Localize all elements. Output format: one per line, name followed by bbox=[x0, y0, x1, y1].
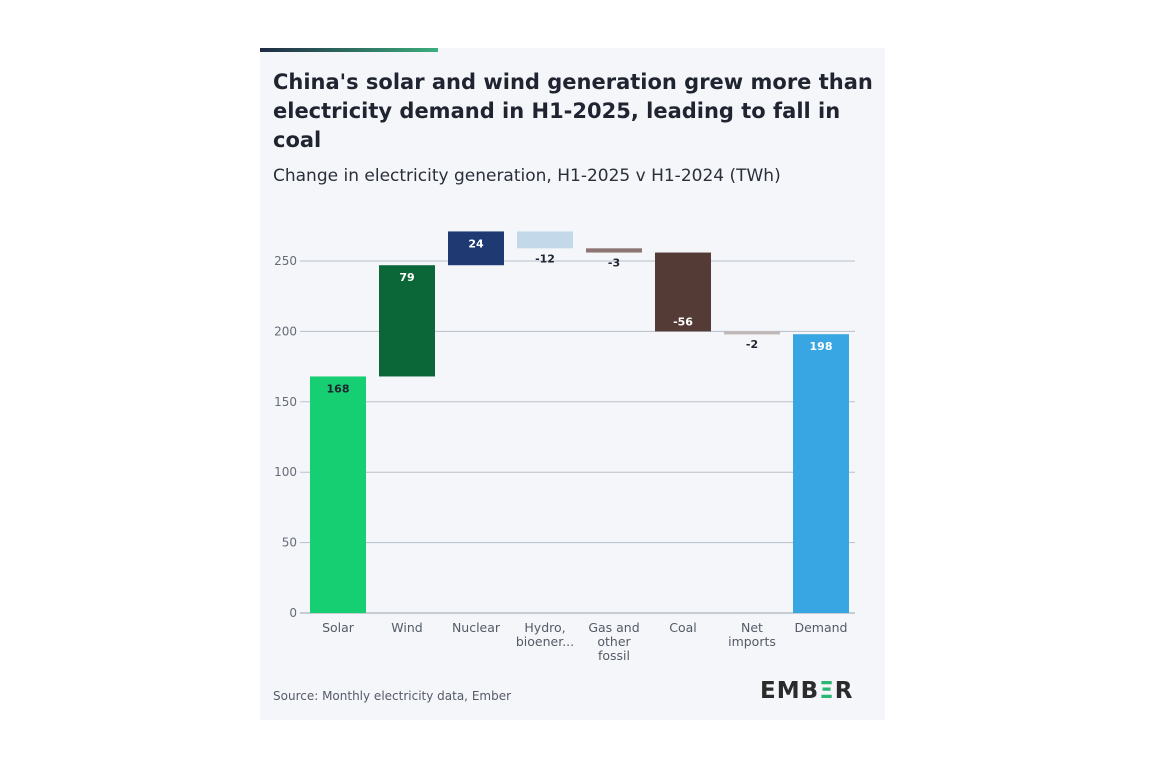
x-tick-label: Hydro, bbox=[524, 620, 565, 635]
y-tick-label: 0 bbox=[289, 606, 297, 620]
bar-gas-and-other-fossil bbox=[586, 248, 642, 253]
y-tick-label: 250 bbox=[274, 254, 297, 268]
y-tick-label: 50 bbox=[282, 536, 297, 550]
bar-solar bbox=[310, 376, 366, 613]
x-tick-label: bioener... bbox=[516, 634, 574, 649]
bar-nuclear bbox=[448, 231, 504, 266]
bar-hydro-bioener- bbox=[517, 231, 573, 249]
y-tick-label: 100 bbox=[274, 465, 297, 479]
x-tick-label: fossil bbox=[598, 648, 630, 663]
y-tick-label: 200 bbox=[274, 324, 297, 338]
x-tick-label: Coal bbox=[669, 620, 697, 635]
data-label: -3 bbox=[608, 257, 620, 270]
accent-bar bbox=[260, 48, 438, 52]
chart-title: China's solar and wind generation grew m… bbox=[273, 70, 873, 152]
x-tick-label: imports bbox=[728, 634, 776, 649]
data-label: 24 bbox=[468, 237, 484, 250]
source-note: Source: Monthly electricity data, Ember bbox=[273, 689, 512, 703]
x-tick-label: Wind bbox=[391, 620, 422, 635]
data-label: -12 bbox=[535, 252, 555, 265]
bar-coal bbox=[655, 252, 711, 332]
x-tick-label: Solar bbox=[322, 620, 355, 635]
bar-wind bbox=[379, 265, 435, 377]
x-tick-label: Demand bbox=[794, 620, 847, 635]
data-label: 198 bbox=[810, 340, 833, 353]
bar-demand bbox=[793, 334, 849, 613]
bar-net-imports bbox=[724, 331, 780, 335]
ember-logo: EMBΞR bbox=[760, 678, 854, 704]
data-label: -2 bbox=[746, 338, 758, 351]
chart-subtitle: Change in electricity generation, H1-202… bbox=[273, 166, 781, 186]
x-tick-label: Nuclear bbox=[452, 620, 501, 635]
data-label: 79 bbox=[399, 271, 414, 284]
x-tick-label: other bbox=[597, 634, 631, 649]
y-tick-label: 150 bbox=[274, 395, 297, 409]
data-label: -56 bbox=[673, 315, 693, 328]
x-tick-label: Gas and bbox=[588, 620, 639, 635]
x-tick-label: Net bbox=[741, 620, 763, 635]
data-label: 168 bbox=[327, 382, 350, 395]
